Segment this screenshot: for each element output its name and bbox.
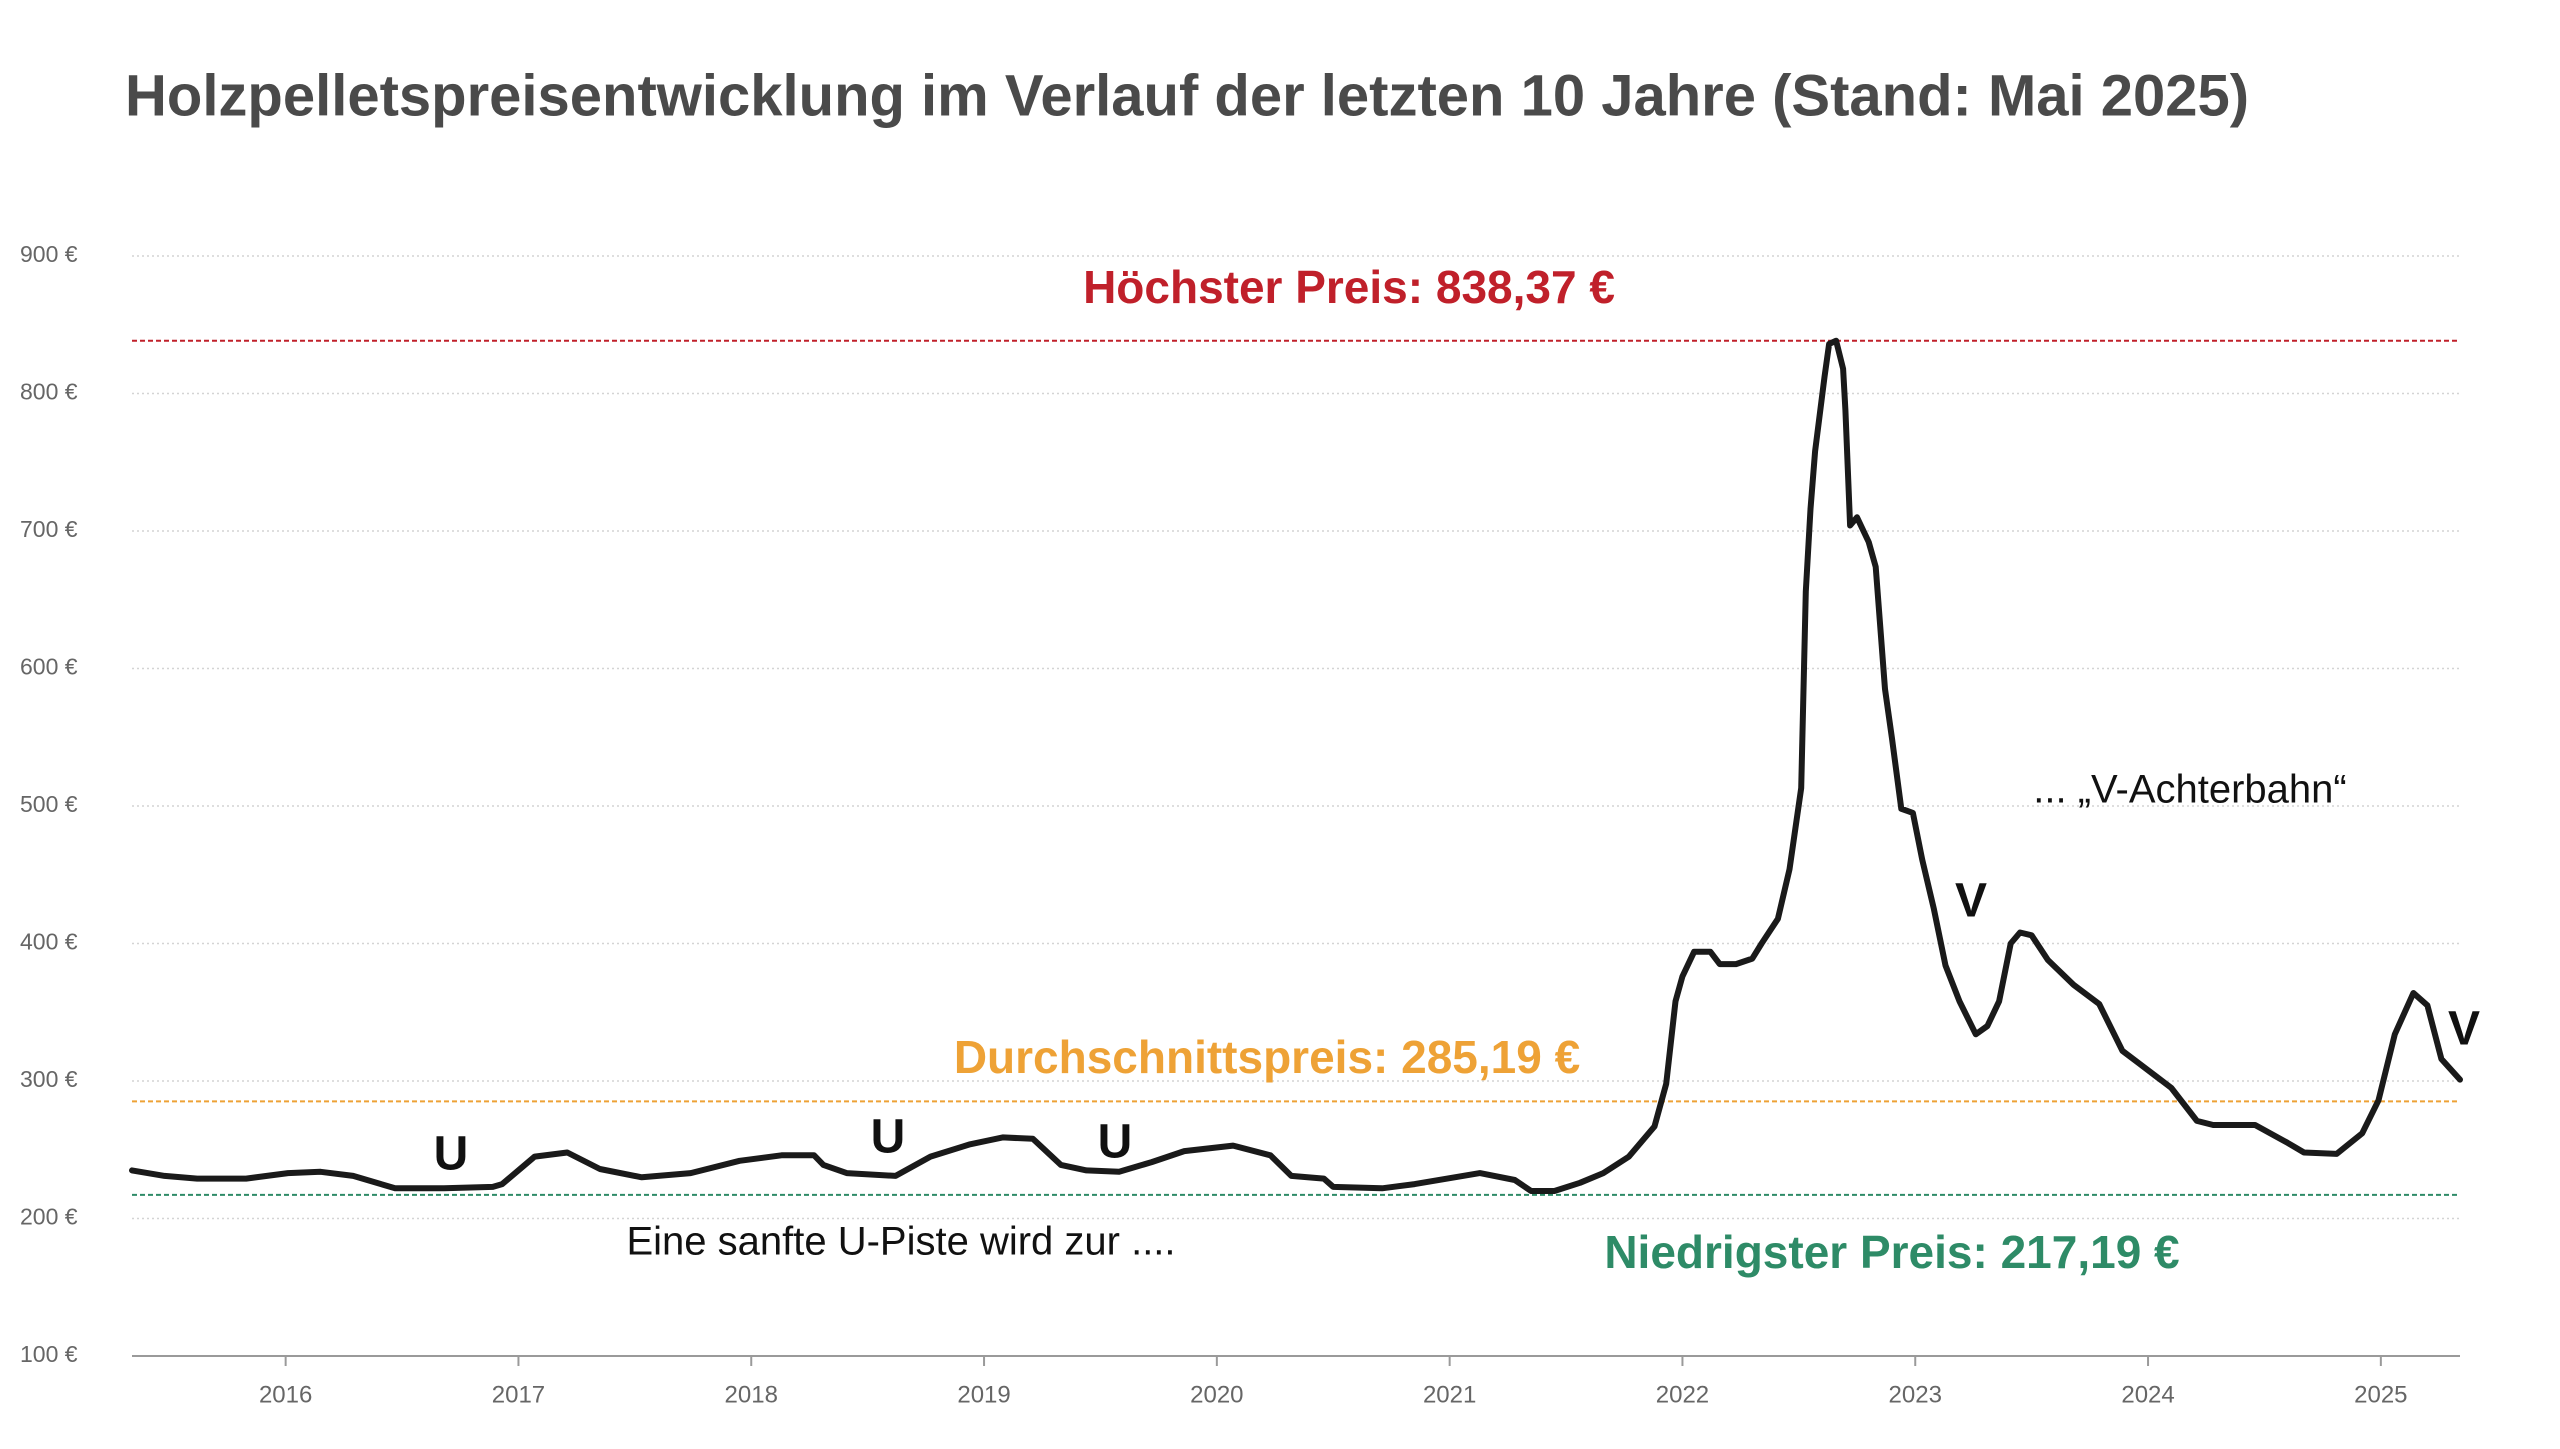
x-tick-label: 2017 [492,1381,545,1408]
annotation: U [871,1111,906,1164]
x-tick-label: 2020 [1190,1381,1243,1408]
annotation: U [434,1128,469,1181]
y-tick-label: 100 € [20,1341,78,1367]
x-tick-label: 2022 [1656,1381,1709,1408]
reference-label: Durchschnittspreis: 285,19 € [954,1031,1580,1083]
x-tick-label: 2018 [725,1381,778,1408]
annotation: ... „V-Achterbahn“ [2033,768,2346,812]
y-tick-label: 800 € [20,379,78,405]
x-tick-label: 2021 [1423,1381,1476,1408]
x-tick-label: 2024 [2121,1381,2174,1408]
x-tick-label: 2016 [259,1381,312,1408]
reference-label: Höchster Preis: 838,37 € [1083,261,1615,313]
x-tick-label: 2025 [2354,1381,2407,1408]
x-tick-label: 2023 [1889,1381,1942,1408]
reference-label: Niedrigster Preis: 217,19 € [1604,1226,2179,1278]
chart-title: Holzpelletspreisentwicklung im Verlauf d… [125,63,2249,128]
y-tick-label: 400 € [20,929,78,955]
y-tick-label: 200 € [20,1204,78,1230]
annotation: V [1955,875,1987,928]
annotation: U [1098,1116,1133,1169]
y-tick-label: 500 € [20,791,78,817]
price-line [129,337,2463,1194]
annotation: V [2448,1003,2480,1056]
annotation: Eine sanfte U-Piste wird zur .... [626,1220,1175,1264]
y-tick-label: 600 € [20,654,78,680]
y-tick-label: 900 € [20,241,78,267]
x-tick-label: 2019 [957,1381,1010,1408]
y-tick-label: 700 € [20,516,78,542]
y-tick-label: 300 € [20,1066,78,1092]
